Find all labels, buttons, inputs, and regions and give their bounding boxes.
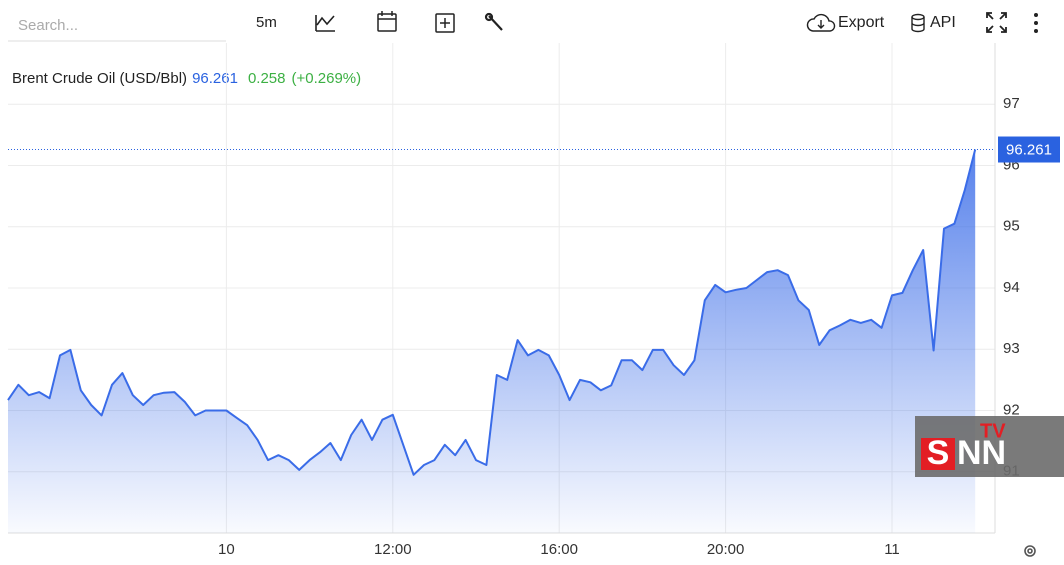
- y-tick-label: 94: [1003, 279, 1020, 296]
- watermark-nn: NN: [957, 434, 1006, 472]
- watermark: S NN TV: [915, 416, 1064, 477]
- price-change: 0.258: [248, 70, 286, 87]
- y-tick-label: 92: [1003, 401, 1020, 418]
- y-tick-label: 97: [1003, 95, 1020, 112]
- watermark-s-box: [921, 438, 955, 470]
- calendar-icon[interactable]: [377, 11, 397, 32]
- area-fill: [8, 149, 976, 533]
- export-icon[interactable]: [806, 13, 836, 32]
- chart-type-icon[interactable]: [315, 15, 335, 32]
- settings-wrench-icon[interactable]: [484, 12, 503, 31]
- price-line: [7, 149, 977, 476]
- interval-button[interactable]: 5m: [256, 14, 277, 31]
- api-icon[interactable]: [911, 13, 925, 33]
- y-tick-label: 93: [1003, 340, 1020, 357]
- gear-icon[interactable]: [1024, 545, 1036, 557]
- watermark-s: S: [927, 434, 950, 472]
- x-tick-label: 20:00: [707, 541, 745, 558]
- last-price-tag: [998, 136, 1060, 163]
- watermark-tv: TV: [980, 420, 1006, 442]
- fullscreen-icon[interactable]: [986, 12, 1007, 33]
- y-tick-label: 95: [1003, 218, 1020, 235]
- x-tick-label: 10: [218, 541, 235, 558]
- instrument-name: Brent Crude Oil (USD/Bbl): [12, 70, 187, 87]
- price-change-percent: (+0.269%): [292, 70, 362, 87]
- toolbar: Search... 5m Export API: [8, 11, 1038, 42]
- api-button[interactable]: API: [930, 14, 956, 31]
- export-button[interactable]: Export: [838, 14, 885, 31]
- search-input[interactable]: Search...: [18, 17, 78, 34]
- more-menu-icon[interactable]: [1034, 13, 1038, 33]
- last-price: 96.261: [192, 70, 238, 87]
- last-price-label: 96.261: [1006, 141, 1052, 158]
- x-tick-label: 11: [884, 541, 900, 558]
- x-tick-label: 12:00: [374, 541, 412, 558]
- add-indicator-icon[interactable]: [435, 13, 455, 33]
- x-tick-label: 16:00: [540, 541, 578, 558]
